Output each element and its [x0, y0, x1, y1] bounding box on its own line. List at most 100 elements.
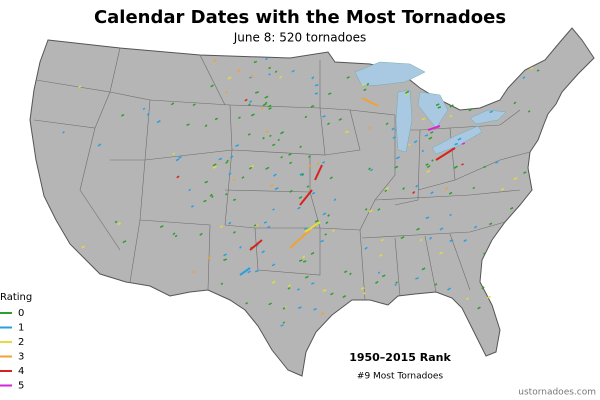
tornado-track	[235, 144, 240, 148]
tornado-track	[307, 164, 312, 168]
tornado-track	[448, 191, 453, 195]
tornado-track	[209, 193, 213, 197]
tornado-track	[314, 83, 319, 87]
tornado-track	[317, 162, 320, 165]
tornado-track	[361, 83, 366, 87]
tornado-track	[223, 253, 227, 257]
tornado-track	[349, 272, 352, 276]
tornado-track	[299, 145, 302, 149]
tornado-track	[212, 165, 217, 169]
tornado-track	[327, 214, 331, 217]
tornado-track	[457, 137, 462, 141]
tornado-track	[461, 163, 464, 166]
tornado-track	[142, 107, 146, 111]
tornado-track	[298, 196, 303, 200]
tornado-track	[449, 104, 454, 108]
tornado-track	[439, 251, 443, 255]
tornado-track	[264, 95, 269, 99]
tornado-track	[220, 282, 224, 286]
tornado-track	[62, 130, 65, 134]
tornado-track	[424, 134, 429, 137]
tornado-track	[481, 286, 485, 290]
tornado-track	[227, 76, 232, 80]
tornado-track	[175, 158, 180, 162]
tornado-track	[236, 68, 241, 73]
tornado-track	[277, 138, 280, 142]
tornado-track	[289, 189, 293, 193]
tornado-track	[523, 171, 527, 174]
tornado-track	[244, 98, 248, 102]
tornado-track	[326, 122, 331, 126]
tornado-track	[199, 232, 203, 236]
tornado-track	[229, 155, 234, 159]
tornado-track	[265, 130, 269, 134]
tornado-track	[314, 219, 319, 223]
tornado-track	[218, 157, 223, 161]
tornado-track	[146, 112, 150, 116]
tornado-track	[228, 221, 232, 225]
tornado-track	[363, 88, 367, 92]
rank-title: 1950–2015 Rank	[349, 351, 451, 364]
tornado-track	[250, 113, 255, 117]
tornado-track	[280, 155, 283, 159]
tornado-track	[363, 292, 366, 295]
tornado-track	[297, 288, 300, 291]
state-lines	[33, 47, 531, 301]
tornado-track	[314, 92, 318, 95]
tornado-track	[412, 191, 416, 194]
credit: ustornadoes.com	[518, 388, 596, 398]
tornado-tracks	[62, 57, 540, 327]
tornado-track	[269, 184, 274, 188]
tornado-track	[487, 295, 491, 299]
tornado-track	[289, 229, 311, 249]
tornado-track	[311, 191, 316, 195]
tornado-track	[186, 123, 190, 126]
tornado-track	[428, 136, 433, 140]
tornado-track	[78, 85, 82, 88]
tornado-track	[304, 115, 308, 119]
tornado-track	[394, 165, 399, 169]
tornado-track	[468, 108, 473, 112]
tornado-track	[304, 275, 309, 279]
tornado-track	[261, 250, 265, 254]
tornado-track	[416, 227, 420, 231]
tornado-track	[271, 263, 276, 267]
tornado-track	[307, 155, 311, 159]
tornado-track	[344, 270, 348, 274]
tornado-track	[280, 324, 284, 327]
tornado-track	[324, 233, 328, 236]
tornado-track	[273, 173, 277, 177]
tornado-track	[472, 186, 476, 190]
tornado-track	[212, 163, 217, 167]
tornado-track	[81, 245, 86, 249]
tornado-track	[361, 97, 379, 107]
tornado-track	[298, 259, 303, 262]
tornado-track	[274, 70, 278, 73]
tornado-track	[192, 103, 196, 107]
tornado-track	[269, 134, 272, 138]
tornado-track	[282, 321, 286, 324]
tornado-track	[345, 130, 349, 134]
tornado-track	[394, 283, 397, 286]
tornado-track	[241, 176, 245, 179]
tornado-track	[302, 255, 306, 259]
tornado-track	[419, 238, 423, 242]
tornado-track	[263, 221, 268, 224]
tornado-track	[415, 277, 419, 280]
tornado-track	[405, 92, 409, 96]
tornado-track	[232, 178, 236, 182]
tornado-track	[330, 292, 334, 296]
tornado-track	[268, 107, 272, 110]
tornado-track	[435, 147, 456, 161]
tornado-track	[192, 270, 196, 274]
tornado-track	[272, 143, 276, 147]
tornado-track	[500, 187, 505, 191]
tornado-track	[385, 122, 389, 126]
lake-ontario	[469, 109, 507, 125]
legend-label: 3	[18, 352, 24, 363]
tornado-track	[304, 227, 308, 230]
tornado-track	[463, 239, 467, 243]
tornado-track	[264, 101, 268, 105]
tornado-track	[190, 205, 194, 208]
